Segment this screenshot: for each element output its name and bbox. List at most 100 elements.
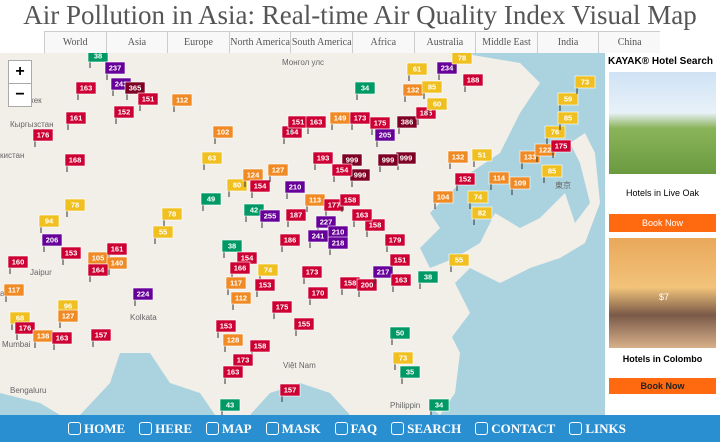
marker-value: 999 xyxy=(346,155,359,164)
marker-box xyxy=(106,242,128,256)
marker-box xyxy=(267,163,289,177)
tab[interactable]: Middle East xyxy=(475,32,537,53)
aqi-marker: 161 xyxy=(106,242,128,261)
tab[interactable]: Europe xyxy=(167,32,229,53)
marker-value: 218 xyxy=(332,238,345,247)
marker-value: 153 xyxy=(220,321,233,330)
marker-value: 94 xyxy=(45,216,54,225)
marker-value: 154 xyxy=(254,181,267,190)
ad-button[interactable]: Book Now xyxy=(609,378,716,394)
marker-value: 179 xyxy=(389,235,402,244)
tab[interactable]: South America xyxy=(290,32,352,53)
marker-box xyxy=(557,111,579,125)
nav-item[interactable]: HERE xyxy=(137,421,192,437)
marker-box xyxy=(451,53,473,65)
ad-button[interactable]: Book Now xyxy=(609,214,716,232)
marker-box xyxy=(279,383,301,397)
tab[interactable]: World xyxy=(44,32,106,53)
marker-value: 158 xyxy=(344,195,357,204)
marker-value: 234 xyxy=(441,63,454,72)
marker-box xyxy=(301,265,323,279)
tab[interactable]: China xyxy=(598,32,660,53)
marker-box xyxy=(257,263,279,277)
aqi-marker: 237 xyxy=(104,61,126,80)
aqi-marker: 157 xyxy=(90,328,112,347)
tab[interactable]: Australia xyxy=(413,32,476,53)
aqi-marker: 140 xyxy=(106,256,128,275)
marker-value: 60 xyxy=(433,99,441,108)
marker-value: 163 xyxy=(227,367,240,376)
aqi-marker: 117 xyxy=(225,276,247,295)
aqi-marker: 224 xyxy=(132,287,154,306)
marker-box xyxy=(41,233,63,247)
aqi-marker: 43 xyxy=(219,398,241,415)
aqi-marker: 164 xyxy=(87,263,109,282)
marker-box xyxy=(14,321,36,335)
marker-value: 153 xyxy=(259,280,272,289)
marker-box xyxy=(87,263,109,277)
aqi-marker: 176 xyxy=(14,321,36,340)
nav-item[interactable]: MAP xyxy=(204,421,252,437)
marker-value: 210 xyxy=(332,227,345,236)
marker-value: 38 xyxy=(94,53,102,60)
tab[interactable]: Africa xyxy=(351,32,414,53)
marker-box xyxy=(327,236,349,250)
marker-value: 163 xyxy=(395,275,408,284)
marker-box xyxy=(432,190,454,204)
marker-box xyxy=(448,253,470,267)
tab[interactable]: Asia xyxy=(105,32,168,53)
aqi-marker: 218 xyxy=(327,236,349,255)
zoom-in[interactable]: + xyxy=(8,60,32,84)
marker-value: 175 xyxy=(374,118,387,127)
marker-value: 49 xyxy=(207,194,215,203)
marker-box xyxy=(392,351,414,365)
ad[interactable]: KAYAK® Hotel Search Hotels in Live Oak B… xyxy=(605,53,720,415)
aqi-marker: 127 xyxy=(267,163,289,182)
marker-value: 154 xyxy=(336,165,349,174)
map[interactable]: Монгол улсБишкекКыргызстанкистанJaipurLu… xyxy=(0,53,605,415)
aqi-marker: 173 xyxy=(301,265,323,284)
aqi-marker: 38 xyxy=(417,270,439,289)
marker-box xyxy=(364,218,386,232)
marker-value: 35 xyxy=(406,367,414,376)
nav-item[interactable]: SEARCH xyxy=(389,421,461,437)
aqi-marker: 60 xyxy=(426,97,448,116)
aqi-marker: 166 xyxy=(229,261,251,280)
marker-box xyxy=(65,111,87,125)
aqi-marker: 188 xyxy=(462,73,484,92)
marker-box xyxy=(574,75,596,89)
aqi-marker: 49 xyxy=(200,192,222,211)
tab[interactable]: North America xyxy=(228,32,291,53)
marker-box xyxy=(254,278,276,292)
nav-item[interactable]: LINKS xyxy=(567,421,626,437)
aqi-marker: 227 xyxy=(315,215,337,234)
marker-value: 185 xyxy=(420,108,433,117)
marker-box xyxy=(137,92,159,106)
nav-item[interactable]: MASK xyxy=(264,421,321,437)
marker-box xyxy=(124,81,146,95)
marker-value: 55 xyxy=(455,255,463,264)
marker-box xyxy=(161,207,183,221)
marker-box xyxy=(305,115,327,129)
aqi-marker: 206 xyxy=(41,233,63,252)
tab[interactable]: India xyxy=(536,32,599,53)
zoom-out[interactable]: − xyxy=(8,83,32,107)
marker-value: 132 xyxy=(452,152,465,161)
marker-value: 210 xyxy=(289,182,302,191)
marker-value: 109 xyxy=(514,178,527,187)
aqi-marker: 50 xyxy=(389,326,411,345)
marker-value: 63 xyxy=(208,153,216,162)
aqi-marker: 122 xyxy=(534,143,556,162)
aqi-marker: 163 xyxy=(75,81,97,100)
nav-item[interactable]: CONTACT xyxy=(473,421,555,437)
aqi-marker: 175 xyxy=(550,139,572,158)
aqi-marker: 186 xyxy=(279,233,301,252)
nav-item[interactable]: HOME xyxy=(66,421,125,437)
nav-item[interactable]: FAQ xyxy=(333,421,377,437)
marker-box xyxy=(219,398,241,412)
marker-value: 168 xyxy=(69,155,82,164)
marker-box xyxy=(38,214,60,228)
marker-value: 153 xyxy=(65,248,78,257)
marker-value: 217 xyxy=(377,267,390,276)
marker-value: 138 xyxy=(37,331,50,340)
